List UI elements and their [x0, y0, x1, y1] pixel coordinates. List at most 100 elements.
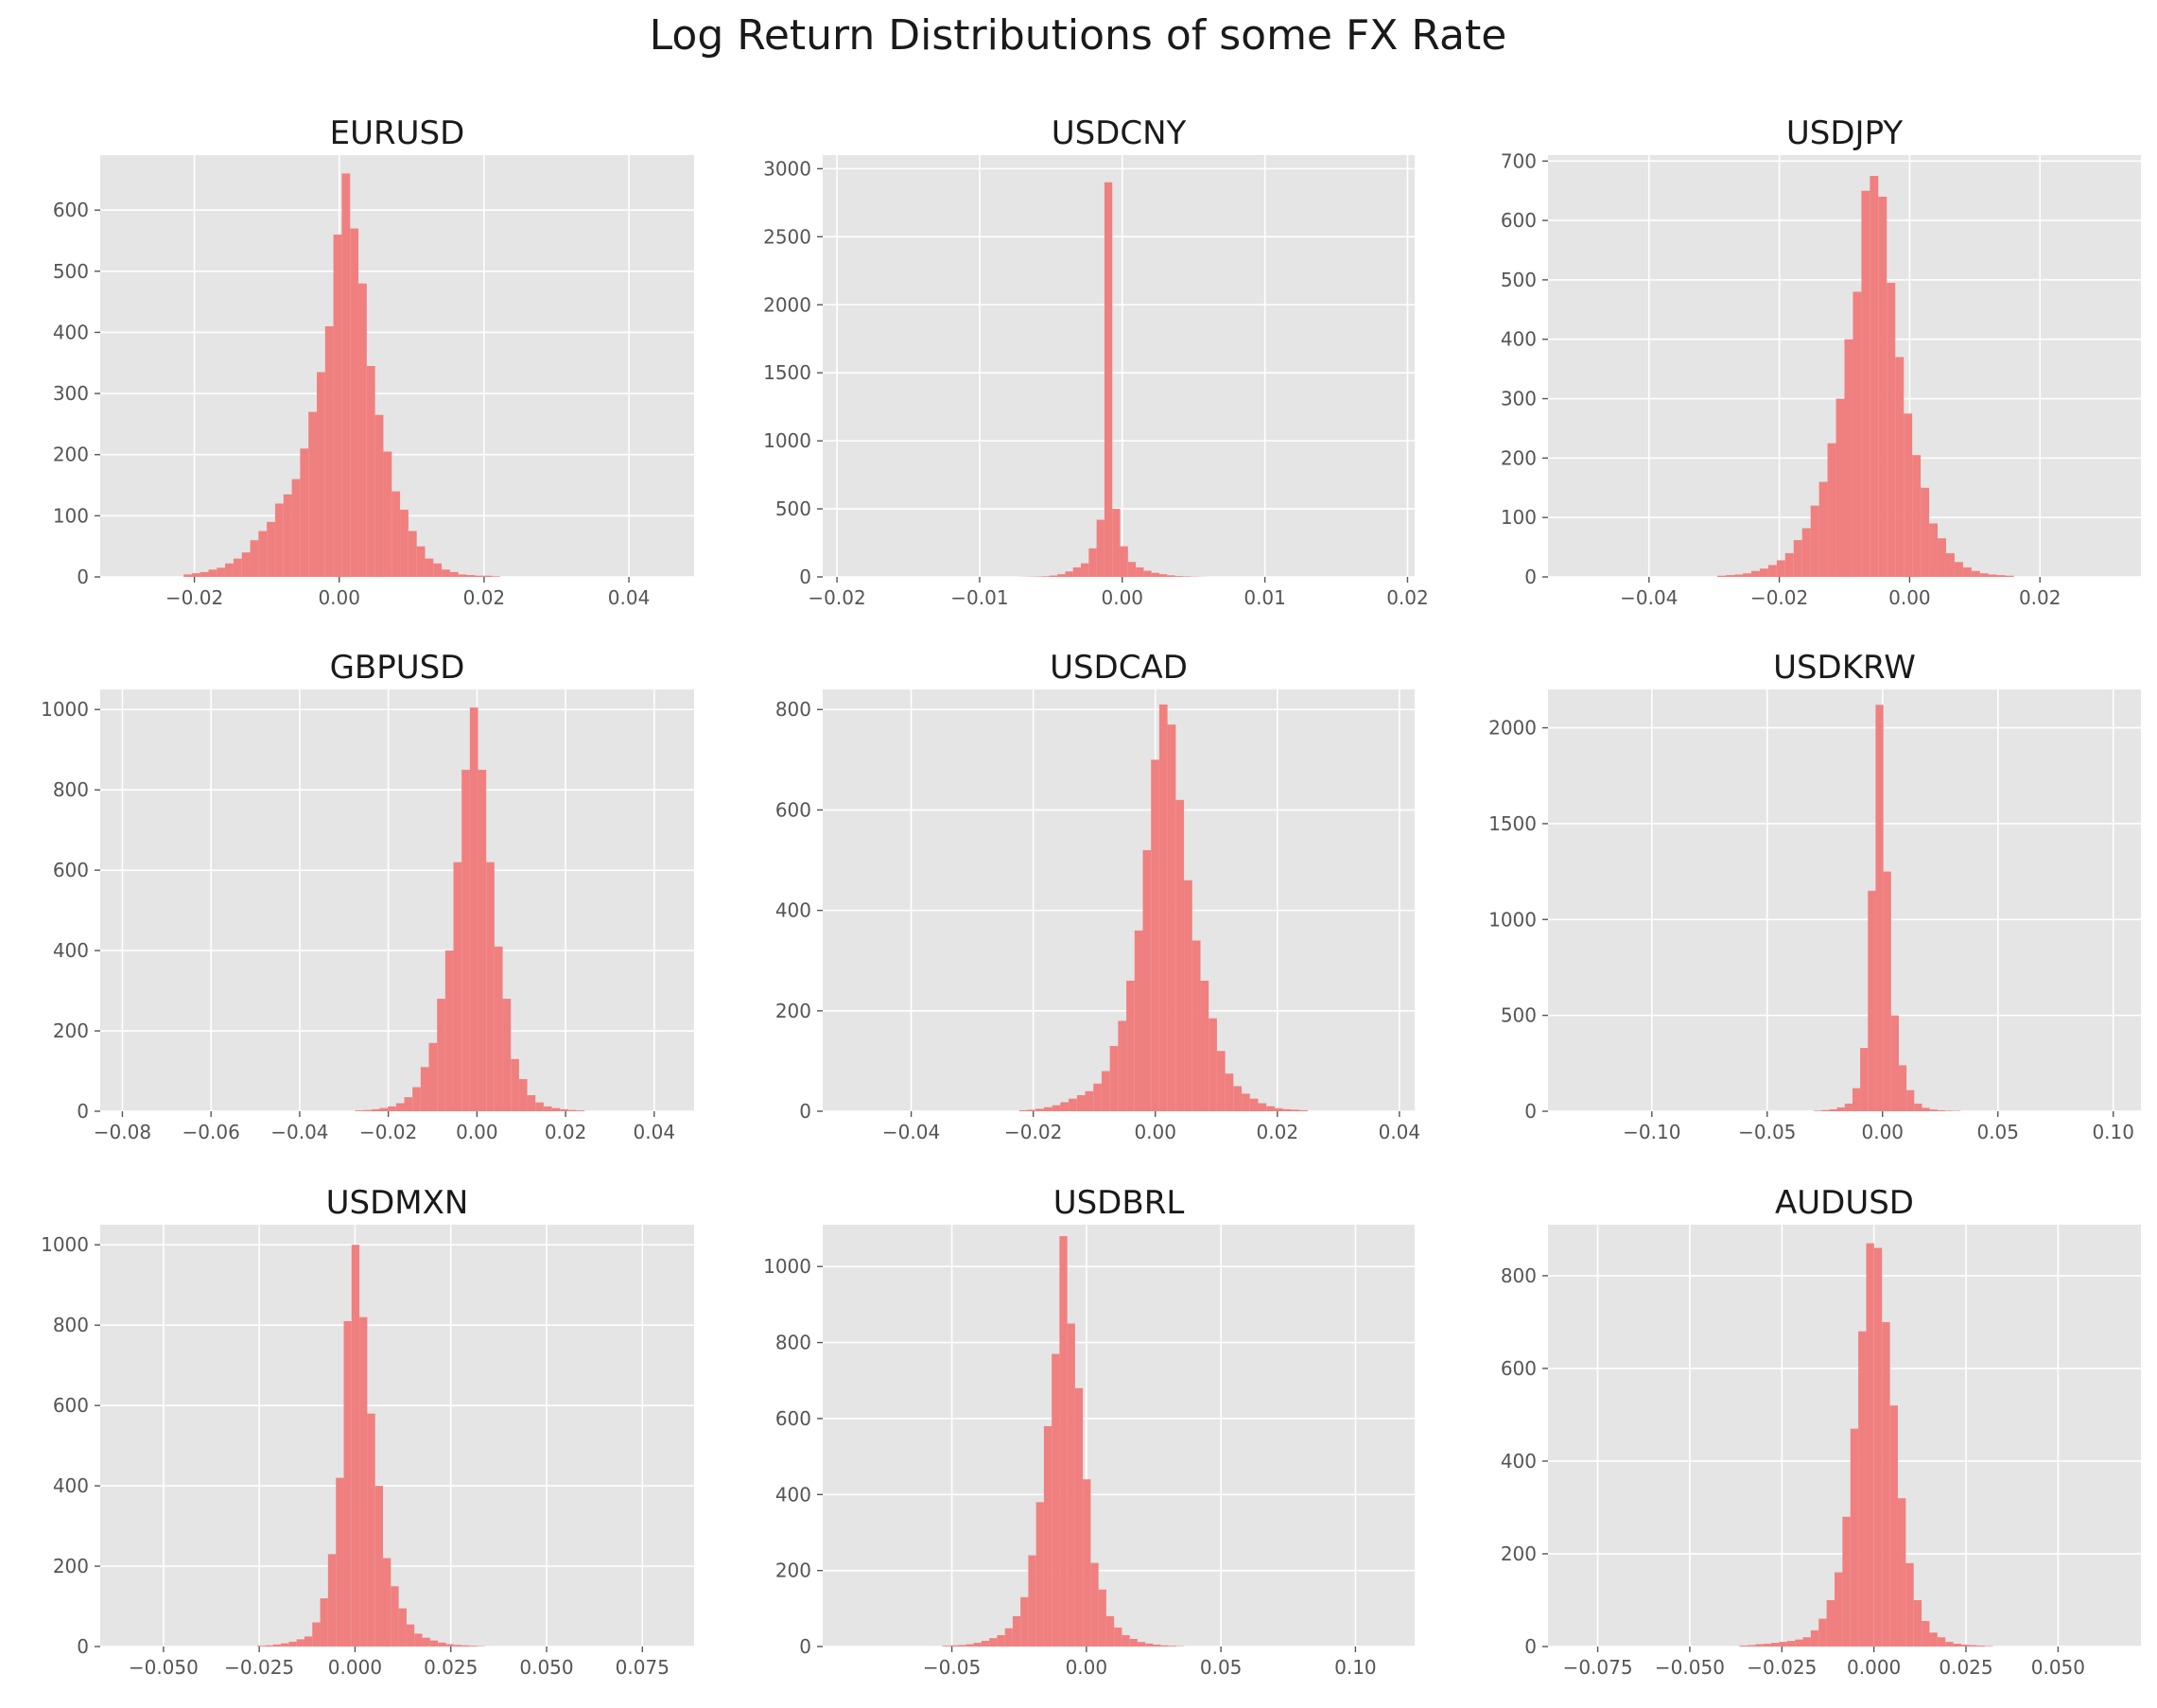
- histogram-bar: [288, 1641, 297, 1647]
- histogram-bar: [1844, 339, 1853, 577]
- subplot-title-usdmxn: USDMXN: [326, 1184, 469, 1222]
- histogram-bar: [453, 862, 462, 1111]
- histogram-bar: [1906, 1089, 1915, 1111]
- y-tick-label: 300: [53, 382, 89, 405]
- histogram-bar: [1937, 1637, 1946, 1647]
- histogram-bar: [1954, 562, 1963, 577]
- subplot-usdjpy: −0.04 −0.02 0.00 0.02 0 100 200 300 400 500 600 700…: [1501, 114, 2141, 609]
- histogram-bar: [1200, 980, 1209, 1111]
- histogram-bar: [1929, 1632, 1938, 1647]
- histogram-bar: [1266, 1106, 1275, 1111]
- histogram-bar: [511, 1058, 519, 1111]
- histogram-bar: [408, 531, 417, 577]
- histogram-bar: [1858, 1331, 1867, 1647]
- histogram-bar: [267, 521, 275, 577]
- x-tick-label: −0.04: [270, 1121, 328, 1143]
- x-tick-label: 0.02: [463, 586, 506, 609]
- x-tick-label: −0.02: [165, 586, 223, 609]
- x-tick-label: 0.01: [1244, 586, 1286, 609]
- histogram-bar: [296, 1639, 304, 1647]
- histogram-bar: [428, 1042, 438, 1111]
- histogram-bar: [494, 946, 503, 1111]
- histogram-bar: [1755, 1644, 1764, 1647]
- histogram-bar: [1088, 548, 1097, 577]
- histogram-bar: [1763, 1644, 1772, 1647]
- histogram-bar: [217, 567, 226, 577]
- y-tick-label: 1000: [763, 1255, 811, 1278]
- histogram-bar: [1291, 1109, 1300, 1111]
- histogram-bar: [1184, 880, 1192, 1111]
- histogram-bar: [491, 576, 500, 577]
- subplot-usdcny: −0.02 −0.01 0.00 0.01 0.02 0 500 1000 1500 2000 25…: [763, 114, 1429, 609]
- histogram-bar: [316, 372, 325, 577]
- histogram-bar: [1829, 1108, 1837, 1111]
- y-tick-label: 0: [77, 566, 89, 588]
- histogram-bar: [1126, 980, 1135, 1111]
- histogram-bar: [1850, 1428, 1859, 1647]
- plot-area-usdbrl: [823, 1225, 1415, 1647]
- y-tick-label: 500: [775, 497, 811, 520]
- histogram-bar: [1739, 1646, 1748, 1647]
- histogram-bar: [1873, 1247, 1883, 1647]
- x-tick-label: 0.00: [456, 1121, 498, 1143]
- y-tick-label: 600: [775, 798, 811, 821]
- x-tick-label: −0.02: [1750, 586, 1808, 609]
- histogram-bar: [225, 563, 234, 577]
- x-tick-label: 0.04: [608, 586, 651, 609]
- subplot-title-usdcny: USDCNY: [1052, 114, 1187, 152]
- x-tick-label: 0.04: [634, 1121, 676, 1143]
- histogram-bar: [1129, 1638, 1138, 1647]
- histogram-bar: [543, 1106, 552, 1111]
- histogram-bar: [1771, 1643, 1780, 1647]
- y-tick-label: 0: [77, 1100, 89, 1123]
- histogram-bar: [363, 1109, 372, 1111]
- histogram-bar: [1120, 546, 1128, 577]
- x-tick-label: 0.00: [1066, 1656, 1108, 1679]
- histogram-bar: [341, 173, 351, 578]
- histogram-bar: [1759, 568, 1768, 577]
- histogram-bar: [469, 1646, 478, 1647]
- histogram-bar: [1059, 1236, 1068, 1647]
- histogram-bar: [327, 1554, 337, 1647]
- histogram-bar: [1182, 576, 1192, 577]
- histogram-bar: [412, 1087, 421, 1111]
- y-tick-label: 400: [53, 321, 89, 343]
- y-tick-label: 200: [53, 1555, 89, 1577]
- histogram-bar: [1104, 182, 1113, 577]
- histogram-bar: [1105, 1615, 1115, 1647]
- y-tick-label: 600: [53, 1394, 89, 1417]
- histogram-bar: [391, 1586, 399, 1647]
- subplot-usdmxn: −0.050 −0.025 0.000 0.025 0.050 0.075 0 200 400 6…: [41, 1184, 694, 1679]
- histogram-bar: [281, 1643, 289, 1647]
- histogram-bar: [406, 1624, 415, 1647]
- histogram-bar: [1057, 574, 1066, 577]
- histogram-bar: [1225, 1073, 1234, 1111]
- histogram-bar: [333, 235, 342, 577]
- y-tick-label: 100: [1501, 506, 1537, 529]
- x-tick-label: −0.050: [1655, 1656, 1725, 1679]
- histogram-bar: [1093, 1083, 1102, 1111]
- x-tick-label: 0.00: [1134, 1121, 1176, 1143]
- y-tick-label: 2000: [763, 293, 811, 316]
- histogram-bar: [1258, 1103, 1267, 1111]
- histogram-bar: [1976, 1646, 1986, 1647]
- histogram-bar: [250, 540, 259, 577]
- subplot-gbpusd: −0.08 −0.06 −0.04 −0.02 0.00 0.02 0.04 0 200 400 6…: [41, 649, 694, 1143]
- histogram-bar: [1145, 1643, 1154, 1647]
- y-tick-label: 500: [53, 260, 89, 283]
- x-tick-label: −0.05: [923, 1656, 981, 1679]
- subplot-usdkrw: −0.10 −0.05 0.00 0.05 0.10 0 500 1000 1500 2000 US…: [1488, 649, 2141, 1143]
- x-tick-label: 0.025: [424, 1656, 478, 1679]
- histogram-bar: [449, 571, 459, 577]
- histogram-bar: [1098, 1589, 1106, 1647]
- histogram-bar: [1945, 1642, 1954, 1647]
- histogram-bar: [1937, 1109, 1945, 1111]
- histogram-bar: [429, 1640, 439, 1647]
- histogram-bar: [1020, 1596, 1029, 1647]
- histogram-bar: [1945, 552, 1955, 577]
- x-tick-label: −0.075: [1563, 1656, 1633, 1679]
- histogram-bar: [272, 1644, 282, 1647]
- histogram-bar: [1282, 1108, 1292, 1111]
- histogram-bar: [1866, 1243, 1874, 1647]
- y-tick-label: 2500: [763, 225, 811, 248]
